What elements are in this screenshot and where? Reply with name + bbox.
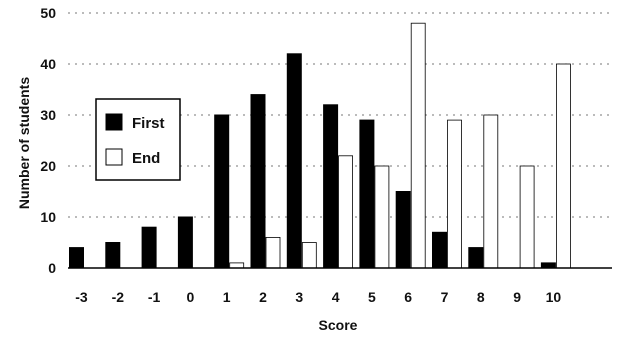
x-tick-label: 3: [295, 289, 303, 305]
bar-first: [286, 53, 302, 269]
y-tick-label: 40: [40, 56, 56, 72]
x-axis-title: Score: [319, 317, 358, 333]
bar-first: [177, 216, 193, 269]
x-tick-label: 6: [404, 289, 412, 305]
legend-swatch-end: [105, 148, 123, 166]
y-tick-label: 30: [40, 107, 56, 123]
x-tick-label: 1: [223, 289, 231, 305]
x-tick-label: 9: [513, 289, 521, 305]
bar-first: [468, 247, 484, 269]
bar-end: [338, 155, 354, 269]
bar-first: [69, 247, 84, 269]
x-tick-label: -1: [148, 289, 161, 305]
x-tick-label: -2: [112, 289, 125, 305]
y-tick-label: 0: [48, 260, 56, 276]
bar-first: [250, 94, 266, 269]
bar-first: [395, 191, 411, 269]
x-tick-label: -3: [75, 289, 88, 305]
bar-end: [410, 22, 426, 269]
bar-first: [432, 231, 447, 269]
y-tick-label: 10: [40, 209, 56, 225]
y-axis-ticks: 0 10 20 30 40 50: [40, 5, 56, 276]
bar-end: [447, 119, 462, 269]
bar-end: [374, 165, 390, 269]
bars: [69, 22, 571, 269]
x-tick-label: 4: [332, 289, 340, 305]
bar-first: [214, 114, 230, 269]
bar-end: [556, 63, 571, 269]
x-tick-label: 8: [477, 289, 485, 305]
bar-first: [323, 104, 339, 269]
legend-swatch-first: [105, 113, 123, 131]
y-tick-label: 50: [40, 5, 56, 21]
x-tick-label: 2: [259, 289, 267, 305]
legend: First End: [95, 98, 181, 181]
x-tick-label: 5: [368, 289, 376, 305]
legend-label-end: End: [132, 150, 160, 167]
bar-first: [540, 262, 556, 269]
bar-first: [141, 226, 157, 269]
bar-first: [105, 242, 121, 269]
bar-end: [229, 262, 245, 269]
bar-end: [483, 114, 499, 269]
bar-first: [359, 119, 375, 269]
legend-box: [95, 98, 181, 181]
x-tick-label: 10: [546, 289, 562, 305]
y-axis-title: Number of students: [16, 77, 32, 209]
bar-end: [301, 242, 317, 269]
bar-end: [519, 165, 535, 269]
x-tick-label: 7: [441, 289, 449, 305]
x-axis-ticks: -3 -2 -1 0 1 2 3 4 5 6 7 8 9 10: [75, 289, 561, 305]
bar-end: [265, 236, 281, 269]
x-tick-label: 0: [187, 289, 195, 305]
y-tick-label: 20: [40, 158, 56, 174]
legend-label-first: First: [132, 115, 165, 132]
